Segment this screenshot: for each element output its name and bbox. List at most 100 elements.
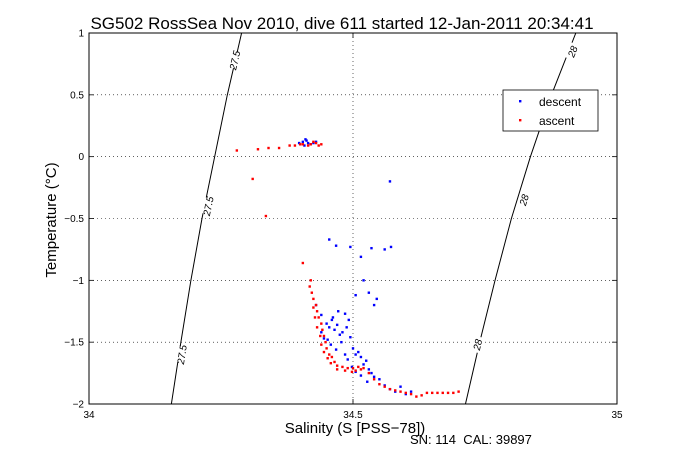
ascent-point-9 xyxy=(309,143,312,146)
ascent-point-67 xyxy=(354,369,357,372)
ascent-point-32 xyxy=(335,364,339,367)
descent-point-31 xyxy=(345,326,348,329)
ascent-point-10 xyxy=(312,140,315,144)
ascent-point-52 xyxy=(441,391,444,395)
ascent-point-35 xyxy=(351,366,355,370)
descent-point-60 xyxy=(346,358,349,361)
descent-point-39 xyxy=(367,368,371,371)
data-series xyxy=(235,138,460,398)
descent-point-33 xyxy=(351,347,355,350)
descent-point-52 xyxy=(320,331,323,334)
ascent-point-50 xyxy=(431,391,434,395)
ascent-point-59 xyxy=(319,334,322,338)
ascent-point-16 xyxy=(301,261,305,265)
descent-point-0 xyxy=(304,138,307,141)
descent-point-14 xyxy=(383,248,386,251)
descent-point-8 xyxy=(303,144,306,147)
descent-point-9 xyxy=(388,180,392,183)
ascent-point-2 xyxy=(267,146,270,150)
ascent-point-37 xyxy=(362,366,365,370)
ascent-point-33 xyxy=(341,365,344,369)
ascent-point-63 xyxy=(329,361,333,365)
contour-label-1-1: 28 xyxy=(518,193,532,208)
descent-point-38 xyxy=(365,359,368,362)
y-tick-label-6: 1 xyxy=(78,29,84,40)
ascent-point-42 xyxy=(388,387,392,391)
ascent-point-13 xyxy=(320,143,323,146)
ascent-point-12 xyxy=(317,144,320,147)
ascent-point-1 xyxy=(256,148,260,151)
descent-point-12 xyxy=(349,245,352,249)
descent-point-29 xyxy=(338,333,341,336)
contour-label-0-0: 27.5 xyxy=(228,49,243,72)
density-contours: 27.5 27.5 27.5 28 28 28 xyxy=(170,33,581,404)
ascent-point-43 xyxy=(394,389,397,392)
y-tick-label-1: −1.5 xyxy=(64,338,84,349)
descent-point-42 xyxy=(378,378,381,381)
legend-label-ascent: ascent xyxy=(539,114,575,128)
ascent-point-29 xyxy=(328,353,331,356)
ascent-point-15 xyxy=(264,214,268,218)
ascent-point-38 xyxy=(367,371,371,375)
ascent-point-65 xyxy=(343,369,347,372)
descent-point-13 xyxy=(370,246,373,250)
ascent-point-11 xyxy=(314,141,318,145)
descent-point-49 xyxy=(322,337,326,340)
descent-point-63 xyxy=(359,374,363,377)
ascent-point-28 xyxy=(325,347,328,350)
y-axis-label: Temperature (°C) xyxy=(43,162,60,277)
y-tick-label-0: −2 xyxy=(73,400,85,411)
descent-point-46 xyxy=(399,385,402,388)
descent-point-6 xyxy=(314,140,318,144)
ascent-point-7 xyxy=(301,143,305,146)
ascent-point-53 xyxy=(446,391,450,395)
ascent-point-22 xyxy=(315,310,319,313)
ascent-point-23 xyxy=(317,316,320,319)
descent-point-24 xyxy=(325,322,328,325)
descent-point-27 xyxy=(333,328,336,331)
ascent-point-20 xyxy=(312,297,315,301)
ascent-point-14 xyxy=(251,177,254,181)
contour-label-0-2: 27.5 xyxy=(176,344,190,366)
descent-point-18 xyxy=(354,293,357,297)
ascent-point-66 xyxy=(350,370,354,374)
descent-point-10 xyxy=(328,238,331,241)
contour-label-bg-1-0 xyxy=(565,42,581,61)
ascent-point-57 xyxy=(313,316,317,319)
ascent-point-0 xyxy=(235,149,239,152)
descent-point-23 xyxy=(320,313,323,317)
ascent-point-58 xyxy=(315,326,319,329)
descent-point-2 xyxy=(301,140,305,144)
ascent-point-3 xyxy=(277,146,281,150)
descent-point-35 xyxy=(357,350,360,354)
descent-point-11 xyxy=(334,244,338,247)
legend-box xyxy=(502,89,599,132)
ascent-point-47 xyxy=(415,395,418,398)
ascent-point-68 xyxy=(359,368,363,371)
ascent-point-36 xyxy=(357,365,360,369)
contour-label-1-0: 28 xyxy=(566,44,581,60)
descent-point-37 xyxy=(362,363,365,366)
ascent-point-49 xyxy=(425,391,429,395)
grid xyxy=(89,33,617,404)
ascent-point-27 xyxy=(324,340,327,344)
legend-marker-ascent xyxy=(519,119,522,122)
ascent-point-31 xyxy=(333,360,336,364)
footer-serial-cal: SN: 114 CAL: 39897 xyxy=(410,432,532,447)
ascent-point-51 xyxy=(436,391,439,395)
y-tick-label-2: −1 xyxy=(73,276,85,287)
descent-point-15 xyxy=(389,245,393,249)
descent-point-19 xyxy=(367,291,371,294)
descent-point-28 xyxy=(335,323,339,327)
ascent-point-44 xyxy=(399,390,402,393)
descent-point-62 xyxy=(354,370,357,374)
ascent-point-45 xyxy=(404,391,407,395)
descent-point-20 xyxy=(375,297,378,301)
x-axis-label: Salinity (S [PSS−78]) xyxy=(285,420,425,437)
descent-point-16 xyxy=(359,255,363,259)
descent-point-51 xyxy=(334,348,338,351)
descent-point-64 xyxy=(366,380,369,383)
ascent-point-21 xyxy=(314,303,318,307)
descent-point-61 xyxy=(350,365,354,369)
ascent-point-25 xyxy=(321,328,324,331)
